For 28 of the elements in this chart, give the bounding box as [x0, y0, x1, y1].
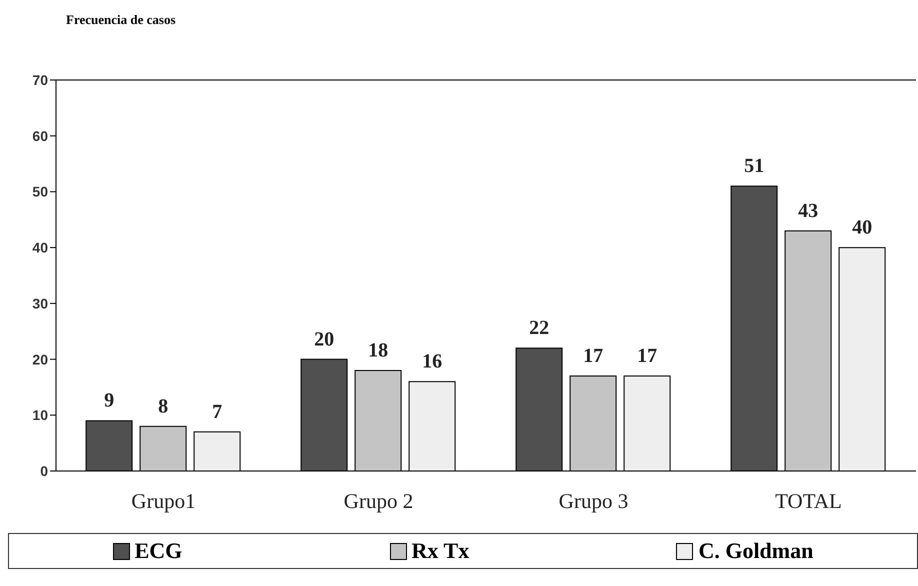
legend-label: ECG — [134, 538, 182, 564]
data-label: 20 — [314, 328, 334, 350]
legend-label: Rx Tx — [412, 538, 470, 564]
x-tick-label: Grupo1 — [131, 488, 196, 513]
data-label: 7 — [212, 400, 222, 423]
data-label: 18 — [368, 339, 388, 362]
y-tick-label: 70 — [32, 72, 48, 88]
data-label: 51 — [744, 155, 764, 178]
data-label: 16 — [422, 350, 442, 373]
data-label: 40 — [852, 216, 872, 239]
data-label: 9 — [104, 390, 114, 412]
data-label: 17 — [637, 345, 658, 368]
legend-label: C. Goldman — [698, 538, 814, 564]
y-tick-label: 10 — [32, 407, 48, 424]
x-tick-label: Grupo 3 — [558, 488, 628, 513]
x-tick-label: TOTAL — [775, 488, 842, 513]
y-axis-title: Frecuencia de casos — [66, 12, 176, 28]
y-tick-label: 30 — [32, 295, 48, 312]
data-label: 22 — [529, 317, 550, 340]
x-tick-label: Grupo 2 — [344, 488, 414, 513]
y-tick-label: 0 — [40, 462, 48, 479]
data-label: 8 — [158, 395, 168, 418]
y-tick-label: 60 — [32, 128, 48, 144]
data-label: 43 — [798, 200, 818, 222]
y-tick-label: 20 — [32, 351, 48, 368]
data-label: 17 — [583, 345, 604, 368]
y-tick-label: 50 — [32, 184, 48, 200]
y-tick-label: 40 — [32, 240, 48, 256]
